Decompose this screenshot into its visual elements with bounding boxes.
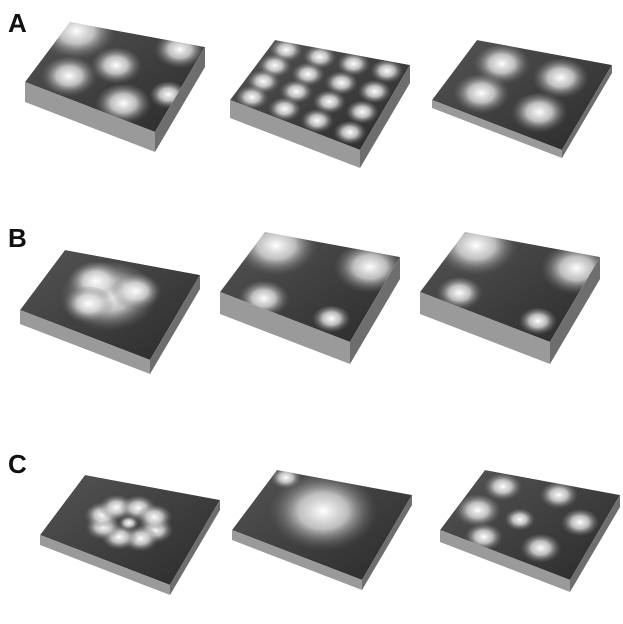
figure: A B C — [0, 0, 623, 619]
tile-top — [440, 470, 620, 580]
panel-label: A — [8, 8, 27, 38]
tile-top — [432, 40, 612, 150]
surface-peak — [62, 287, 114, 325]
panel-label: C — [8, 449, 27, 479]
surface-tile — [432, 40, 612, 158]
surface-peak — [454, 495, 501, 529]
tile-top — [40, 475, 220, 585]
surface-peak — [539, 482, 578, 511]
surface-tile — [420, 218, 613, 364]
tile-top — [232, 467, 412, 580]
surface-peak — [511, 93, 568, 135]
surface-peak — [520, 534, 562, 564]
surface-peak — [504, 509, 535, 532]
surface-peak — [270, 467, 301, 490]
surface-peak — [136, 505, 172, 532]
surface-tile — [20, 250, 200, 374]
surface-tile — [40, 475, 220, 595]
surface-peak — [110, 274, 162, 312]
page: A B C (() => { const data = JSON.parse(d… — [0, 0, 623, 619]
surface-peak — [453, 74, 510, 116]
surface-peak — [561, 510, 600, 539]
surface-tile — [25, 5, 206, 152]
surface-tile — [232, 467, 412, 590]
surface-peak — [118, 516, 139, 531]
panel-label: B — [8, 223, 27, 253]
surface-peak — [540, 244, 613, 297]
tile-top — [230, 39, 410, 150]
surface-tile — [230, 39, 410, 168]
surface-peak — [435, 218, 518, 279]
tile-top — [25, 5, 206, 132]
surface-tile — [220, 218, 406, 364]
tile-top — [20, 250, 200, 360]
surface-peak — [90, 48, 142, 86]
surface-tile — [440, 470, 620, 592]
surface-peak — [235, 218, 318, 279]
